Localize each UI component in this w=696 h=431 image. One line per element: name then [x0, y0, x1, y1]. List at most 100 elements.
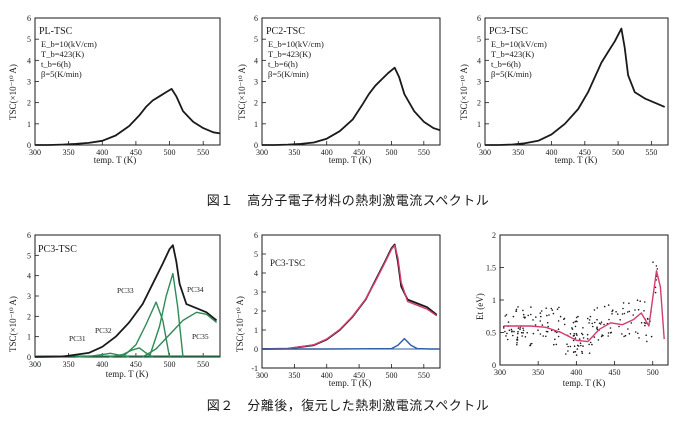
panel-title: PC3-TSC	[489, 26, 528, 37]
scatter-point	[626, 311, 629, 313]
x-tick-label: 450	[130, 148, 142, 157]
x-tick-label: 500	[385, 371, 397, 380]
y-tick-label: 4	[27, 56, 31, 65]
scatter-point	[639, 300, 641, 303]
scatter-point	[534, 324, 537, 326]
scatter-point	[607, 335, 609, 337]
y-tick-label: 4	[27, 272, 31, 281]
x-tick-label: 350	[532, 368, 544, 377]
series-line-data	[35, 88, 221, 146]
figure-1-panel-pl-tsc: PL-TSC E_b=10(kV/cm) T_b=423(K) t_b=6(h)…	[8, 17, 221, 165]
scatter-point	[517, 306, 519, 308]
scatter-point	[582, 327, 584, 329]
series-line-PC34	[148, 272, 184, 358]
x-tick-label: 500	[385, 148, 397, 157]
x-tick-label: 400	[321, 148, 333, 157]
chart-fig1-b: 300 350 400 450 500 550 0 1 2 3 4 5 6	[254, 14, 441, 157]
scatter-point	[622, 307, 624, 310]
y-tick-label: 3	[254, 78, 258, 87]
scatter-point	[608, 318, 610, 321]
scatter-point	[540, 310, 543, 312]
scatter-point	[524, 336, 527, 338]
scatter-point	[616, 313, 619, 315]
scatter-point	[634, 331, 637, 333]
scatter-point	[643, 310, 645, 312]
x-tick-label: 400	[96, 360, 108, 369]
scatter-point	[512, 334, 514, 337]
series-line-residual	[262, 337, 440, 350]
scatter-point	[654, 291, 657, 294]
scatter-point	[557, 320, 560, 322]
scatter-point	[645, 334, 647, 337]
x-axis-label: temp. T (K)	[555, 155, 597, 165]
scatter-point	[596, 326, 598, 329]
scatter-point	[521, 335, 523, 337]
y-tick-label: 2	[254, 307, 258, 316]
scatter-point	[556, 331, 558, 334]
scatter-point	[643, 301, 646, 303]
scatter-point	[522, 329, 525, 332]
scatter-point	[546, 330, 549, 333]
scatter-point	[634, 309, 636, 311]
x-tick-label: 300	[29, 360, 41, 369]
x-axis-label: temp. T (K)	[329, 378, 371, 388]
scatter-point	[575, 316, 578, 319]
scatter-point	[576, 348, 579, 350]
scatter-point	[597, 339, 600, 341]
scatter-point	[555, 343, 558, 346]
y-tick-label: 2	[254, 99, 258, 108]
scatter-point	[579, 342, 582, 345]
scatter-point	[557, 328, 560, 331]
scatter-point	[503, 327, 505, 329]
y-axis-label: Et (eV)	[475, 293, 485, 320]
scatter-point	[511, 331, 513, 333]
scatter-point	[589, 341, 592, 344]
scatter-point	[515, 310, 517, 312]
scatter-point	[593, 336, 596, 338]
y-tick-label: 1	[254, 326, 258, 335]
scatter-point	[506, 338, 509, 341]
x-tick-label: 450	[353, 148, 365, 157]
scatter-point	[622, 302, 625, 304]
scatter-point	[589, 315, 592, 318]
y-tick-label: 0	[27, 353, 31, 362]
chart-fig2-a: 300 350 400 450 500 550 0 1 2 3 4 5 6	[27, 231, 220, 369]
x-tick-label: 350	[512, 148, 524, 157]
y-tick-label: 1	[477, 120, 481, 129]
chart-fig2-c: 300 350 400 450 500 0 0.5 1 1.5 2	[486, 231, 665, 377]
condition-time: t_b=6(h)	[491, 59, 521, 69]
scatter-point	[623, 312, 626, 315]
scatter-point	[527, 314, 529, 317]
scatter-point	[581, 352, 584, 355]
y-tick-label: 3	[27, 292, 31, 301]
y-tick-label: 6	[27, 231, 31, 240]
x-tick-label: 300	[479, 148, 491, 157]
condition-eb: E_b=10(kV/cm)	[41, 39, 97, 49]
scatter-point	[618, 325, 620, 328]
scatter-point	[581, 350, 583, 353]
y-axis-label: TSC(×10⁻¹⁰ A)	[8, 64, 18, 120]
scatter-point	[636, 299, 639, 302]
scatter-point	[517, 332, 519, 335]
scatter-point	[644, 324, 646, 327]
scatter-point	[522, 332, 524, 334]
scatter-point	[575, 354, 578, 356]
scatter-point	[532, 332, 535, 335]
scatter-point	[573, 351, 575, 353]
y-tick-label: 3	[27, 78, 31, 87]
scatter-point	[596, 318, 598, 321]
scatter-point	[508, 329, 511, 332]
y-axis-label: TSC(×10⁻¹⁰ A)	[235, 296, 245, 352]
scatter-point	[632, 314, 634, 316]
scatter-point	[522, 313, 525, 316]
y-tick-label: 4	[254, 56, 258, 65]
scatter-point	[567, 345, 569, 348]
scatter-point	[640, 322, 643, 324]
y-tick-label: 2	[27, 99, 31, 108]
scatter-point	[573, 333, 575, 335]
scatter-point	[529, 343, 532, 345]
scatter-point	[539, 320, 542, 322]
scatter-point	[566, 343, 568, 346]
scatter-point	[599, 323, 602, 325]
